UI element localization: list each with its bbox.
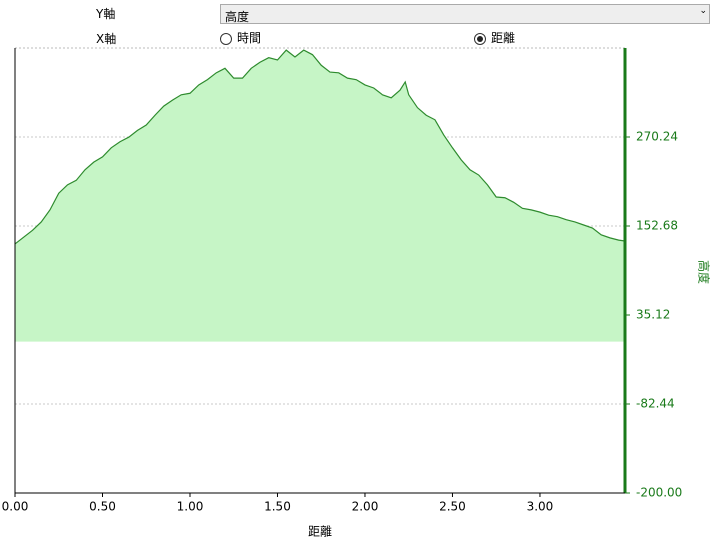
x-axis-label: X軸 xyxy=(96,32,117,46)
dropdown-arrow: ⌄ xyxy=(699,6,707,16)
y-axis-title: 高度 xyxy=(697,260,712,284)
y-tick-label: -82.44 xyxy=(636,397,675,411)
x-tick-label: 2.00 xyxy=(352,500,379,514)
x-tick-label: 0.50 xyxy=(89,500,116,514)
y-axis-dropdown[interactable]: 高度 ⌄ xyxy=(220,4,710,24)
area-line xyxy=(14,49,625,245)
x-tick-label: 1.00 xyxy=(177,500,204,514)
x-axis-radio[interactable]: 距離 xyxy=(474,29,515,46)
x-axis-title: 距離 xyxy=(308,525,332,539)
x-tick-label: 0.00 xyxy=(2,500,29,514)
radio-label: 距離 xyxy=(491,31,516,45)
y-tick-label: 270.24 xyxy=(636,130,678,144)
y-axis-label: Y軸 xyxy=(96,7,116,21)
y-tick-label: 35.12 xyxy=(636,308,670,322)
y-tick-label: 152.68 xyxy=(636,219,678,233)
x-tick-label: 2.50 xyxy=(439,500,466,514)
x-axis-radio[interactable]: 時間 xyxy=(220,29,261,46)
radio-circle xyxy=(474,32,486,45)
x-tick-label: 1.50 xyxy=(264,500,291,514)
dropdown-value: 高度 xyxy=(225,10,250,24)
x-tick-label: 3.00 xyxy=(527,500,554,514)
radio-circle xyxy=(220,32,232,45)
area-fill xyxy=(15,50,624,342)
radio-label: 時間 xyxy=(237,31,262,45)
y-tick-label: -200.00 xyxy=(636,486,682,500)
